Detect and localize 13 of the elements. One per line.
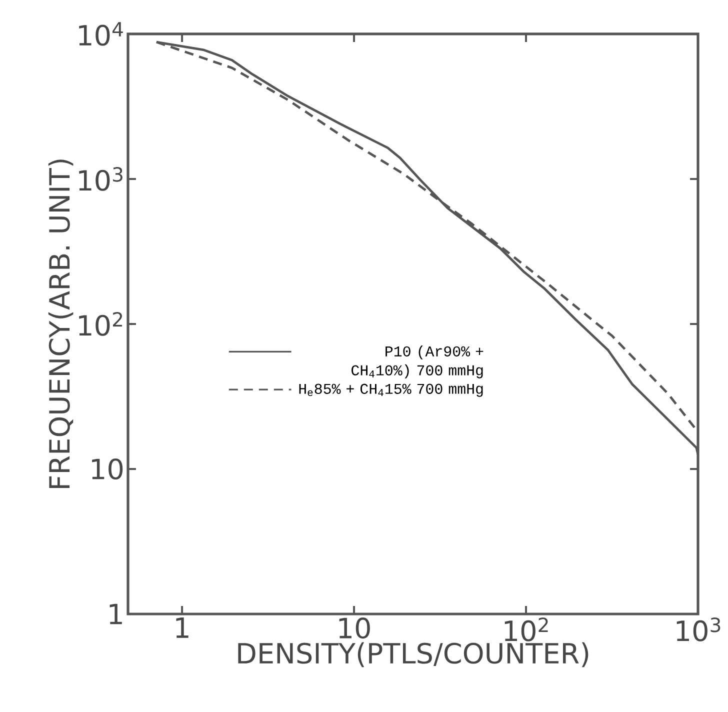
text: P10 (Ar90% + CH$_{4}$10%) 700 mmHg — [352, 345, 484, 378]
x-tick-label: 10 — [339, 618, 370, 639]
y-tick-label: 10 — [92, 458, 123, 480]
x-tick-label: 10$^{2}$ — [504, 618, 548, 642]
legend-label: H$_{e}$85% + CH$_{4}$15% 700 mmHg — [299, 384, 483, 397]
y-tick-label: 10$^{2}$ — [79, 312, 122, 336]
y-tick-label: 10$^{3}$ — [79, 167, 122, 191]
y-tick-label: 1 — [110, 604, 122, 624]
x-tick-label: 10$^{3}$ — [676, 618, 720, 642]
y-tick-label: 10$^{4}$ — [79, 22, 123, 46]
y-axis-title: FREQUENCY(ARB. UNIT) — [48, 160, 74, 488]
x-tick-label: 1 — [176, 618, 188, 638]
x-axis-title: DENSITY(PTLS/COUNTER) — [238, 642, 588, 668]
